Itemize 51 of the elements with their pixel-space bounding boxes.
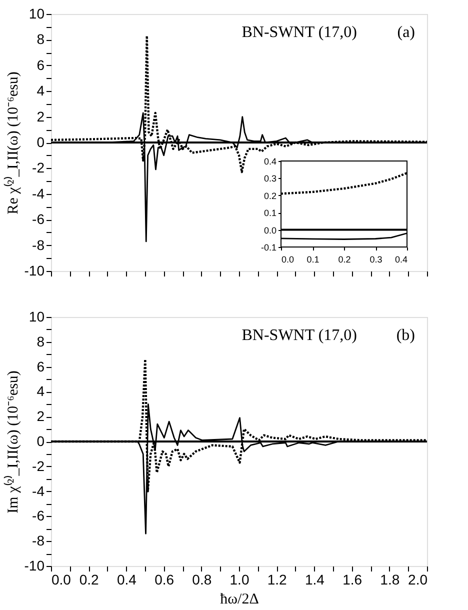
- y-tick-label: 0.1: [264, 208, 276, 218]
- x-tick-label: 0.2: [79, 572, 100, 588]
- y-tick-label: 2: [36, 108, 45, 124]
- x-tick-label: 1.6: [342, 572, 362, 588]
- y-tick-label: -8: [32, 532, 45, 549]
- y-tick-label: 0.2: [264, 190, 276, 201]
- annotation: BN-SWNT (17,0): [242, 24, 357, 41]
- y-tick-label: 0: [36, 433, 45, 449]
- x-tick-label: 2.0: [408, 572, 428, 588]
- y-tick-label: -2: [32, 458, 45, 474]
- y-tick-label: 0.0: [264, 225, 276, 236]
- y-tick-label: -6: [32, 508, 45, 524]
- x-tick-label: 0.0: [282, 254, 294, 264]
- x-tick-label: 1.4: [304, 572, 325, 588]
- y-tick-label: 0: [36, 134, 45, 150]
- x-tick-label: 0.0: [52, 572, 72, 588]
- y-tick-label: -10: [24, 262, 45, 278]
- y-tick-label: 4: [36, 82, 45, 99]
- y-tick-label: -4: [32, 482, 45, 499]
- y-tick-label: 6: [36, 56, 45, 73]
- x-tick-label: 0.4: [116, 572, 137, 588]
- x-tick-label: 1.2: [267, 572, 288, 588]
- y-tick-label: -4: [32, 185, 45, 202]
- x-tick-label: 0.6: [154, 572, 174, 588]
- x-tick-label: 0.4: [394, 254, 408, 264]
- y-tick-label: -2: [32, 160, 45, 176]
- x-tick-label: 0.2: [338, 254, 351, 264]
- y-tick-label: 8: [36, 333, 45, 350]
- y-tick-label: -0.1: [260, 242, 276, 252]
- y-tick-label: -6: [32, 211, 45, 228]
- y-axis-title: Re χ⁽²⁾_I,II(ω) (10⁻⁶esu): [3, 72, 22, 214]
- x-tick-label: 0.1: [306, 254, 320, 264]
- annotation: BN-SWNT (17,0): [242, 327, 357, 344]
- annotation: (b): [396, 327, 415, 344]
- x-tick-label: 0.8: [192, 572, 212, 588]
- y-tick-label: 0.4: [264, 156, 276, 166]
- x-tick-label: 1.0: [230, 572, 250, 588]
- y-tick-label: 0.3: [264, 174, 276, 184]
- y-tick-label: 10: [28, 6, 45, 22]
- y-tick-label: 10: [28, 308, 45, 324]
- y-tick-label: -10: [24, 558, 45, 574]
- y-tick-label: 6: [36, 358, 45, 374]
- y-tick-label: 8: [36, 31, 45, 48]
- x-tick-label: 1.8: [380, 572, 400, 588]
- y-tick-label: 4: [36, 383, 45, 400]
- x-tick-label: 0.3: [370, 254, 382, 264]
- annotation: (a): [397, 24, 415, 41]
- y-tick-label: -8: [32, 236, 45, 253]
- y-tick-label: 2: [36, 408, 45, 424]
- y-axis-title: Im χ⁽²⁾_I,II(ω) (10⁻⁶esu): [3, 370, 22, 514]
- x-axis-title: ħω/2Δ: [220, 592, 260, 608]
